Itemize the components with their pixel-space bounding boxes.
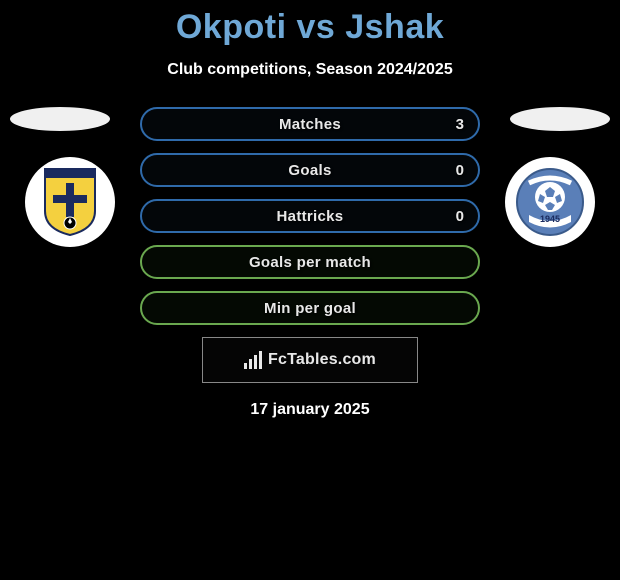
player-slot-left bbox=[10, 107, 110, 131]
page-title: Okpoti vs Jshak bbox=[0, 0, 620, 47]
stat-rows: Matches 3 Goals 0 Hattricks 0 Goals per … bbox=[140, 107, 480, 325]
stat-label: Matches bbox=[279, 116, 341, 133]
stat-label: Hattricks bbox=[277, 208, 344, 225]
chart-bars-icon bbox=[244, 351, 262, 369]
player-slot-right bbox=[510, 107, 610, 131]
badge-year: 1945 bbox=[540, 214, 560, 224]
brand-name: FcTables.com bbox=[268, 351, 376, 369]
subtitle: Club competitions, Season 2024/2025 bbox=[0, 61, 620, 79]
stats-container: 1945 Matches 3 Goals 0 Hattricks 0 Goals… bbox=[0, 107, 620, 325]
stat-label: Goals per match bbox=[249, 254, 371, 271]
ball-crest-icon: 1945 bbox=[515, 167, 585, 237]
stat-row-hattricks: Hattricks 0 bbox=[140, 199, 480, 233]
stat-value: 0 bbox=[456, 162, 464, 179]
club-badge-right: 1945 bbox=[505, 157, 595, 247]
stat-value: 0 bbox=[456, 208, 464, 225]
stat-label: Goals bbox=[288, 162, 331, 179]
stat-row-goals-per-match: Goals per match bbox=[140, 245, 480, 279]
stat-row-min-per-goal: Min per goal bbox=[140, 291, 480, 325]
date-label: 17 january 2025 bbox=[0, 401, 620, 419]
stat-value: 3 bbox=[456, 116, 464, 133]
stat-row-goals: Goals 0 bbox=[140, 153, 480, 187]
club-badge-left bbox=[25, 157, 115, 247]
stat-row-matches: Matches 3 bbox=[140, 107, 480, 141]
stat-label: Min per goal bbox=[264, 300, 356, 317]
shield-icon bbox=[41, 167, 99, 237]
brand-box[interactable]: FcTables.com bbox=[202, 337, 418, 383]
